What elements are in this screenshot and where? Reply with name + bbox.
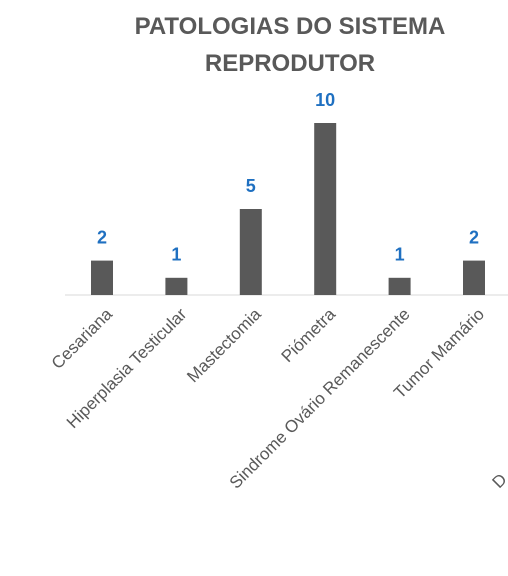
x-tick-label: Piómetra [278,304,340,366]
data-label: 2 [469,227,479,247]
bar [463,260,485,295]
data-label: 1 [395,245,405,265]
annotation: D [489,470,508,492]
x-tick-label: Cesariana [48,304,117,373]
bar [314,123,337,295]
bar [91,260,113,295]
chart-title: PATOLOGIAS DO SISTEMA REPRODUTOR [134,13,446,77]
data-label: 1 [171,245,181,265]
x-tick-label: Hiperplasia Testicular [63,304,191,432]
x-tick-label: Mastectomia [183,304,265,386]
data-label: 2 [97,227,107,247]
bar [165,277,188,295]
data-label: 5 [246,176,256,196]
data-label: 10 [315,90,335,110]
bar [388,277,411,295]
bar [239,209,262,295]
